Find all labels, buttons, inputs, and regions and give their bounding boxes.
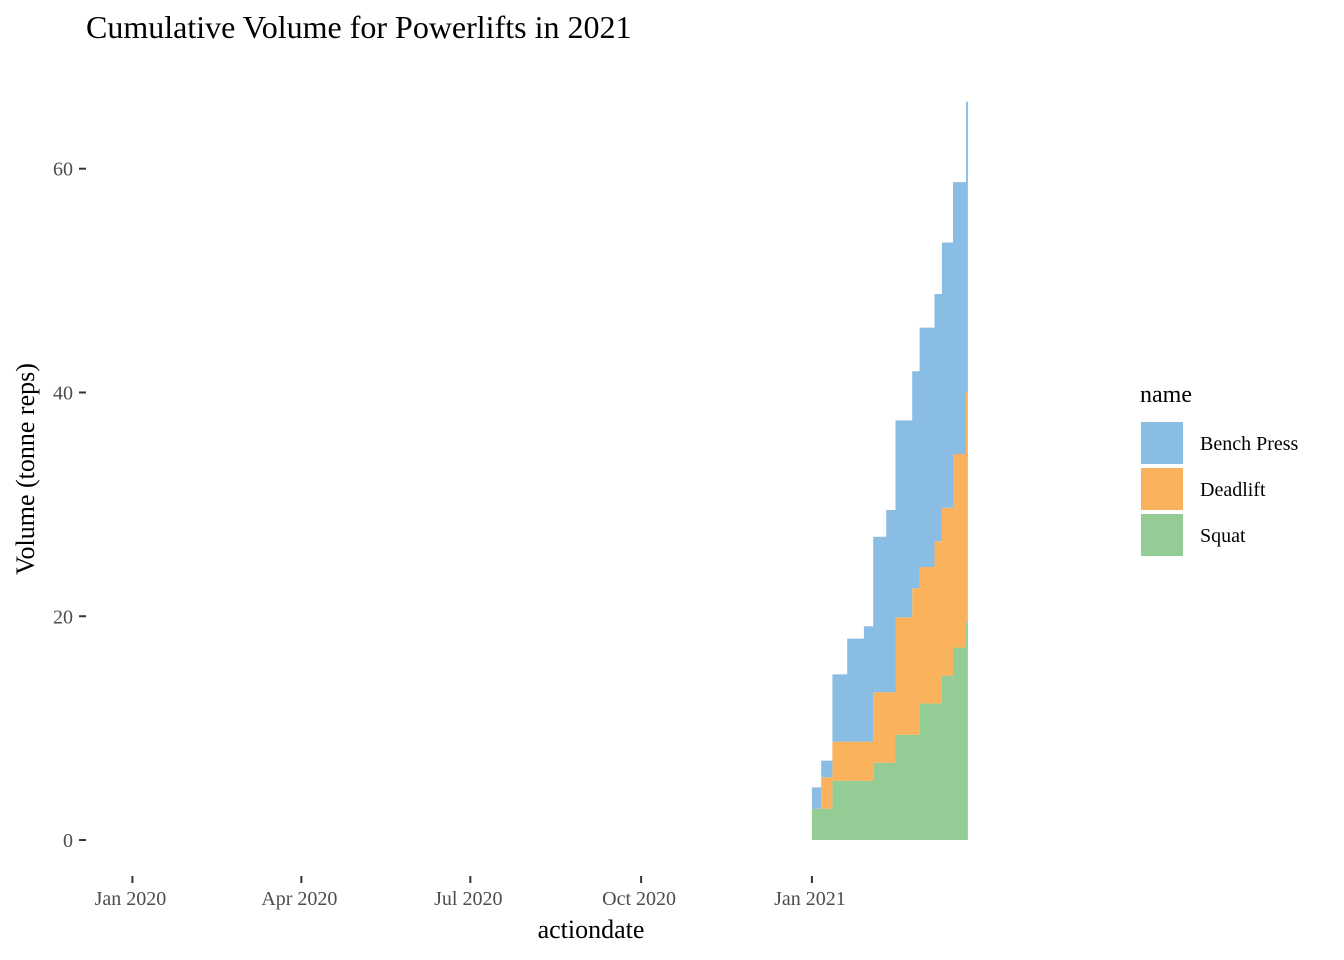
x-axis: Jan 2020 Apr 2020 Jul 2020 Oct 2020 Jan 2021 xyxy=(95,876,846,910)
plot-area xyxy=(811,101,968,840)
x-axis-title: actiondate xyxy=(538,915,645,944)
y-axis: 0 20 40 60 xyxy=(53,159,86,852)
legend-swatch-squat xyxy=(1141,514,1183,556)
y-axis-title: Volume (tonne reps) xyxy=(11,363,40,575)
area-deadlift xyxy=(811,392,968,809)
y-tick-label: 0 xyxy=(63,830,73,852)
x-tick-label: Jan 2021 xyxy=(774,888,846,910)
legend-label-squat: Squat xyxy=(1200,525,1246,547)
legend-label-bench-press: Bench Press xyxy=(1200,433,1299,455)
x-tick-label: Jan 2020 xyxy=(95,888,167,910)
x-tick-label: Oct 2020 xyxy=(602,888,676,910)
legend-swatch-bench-press xyxy=(1141,422,1183,464)
y-tick-label: 60 xyxy=(53,159,73,181)
legend-swatch-deadlift xyxy=(1141,468,1183,510)
x-tick-label: Apr 2020 xyxy=(261,888,337,910)
y-tick-label: 40 xyxy=(53,382,73,404)
x-tick-label: Jul 2020 xyxy=(434,888,502,910)
legend-label-deadlift: Deadlift xyxy=(1200,479,1266,501)
legend-title: name xyxy=(1140,382,1192,408)
legend: name Bench Press Deadlift Squat xyxy=(1140,382,1299,556)
chart-title: Cumulative Volume for Powerlifts in 2021 xyxy=(86,9,631,45)
area-squat xyxy=(811,621,968,840)
y-tick-label: 20 xyxy=(53,606,73,628)
area-bench-press xyxy=(811,101,968,809)
